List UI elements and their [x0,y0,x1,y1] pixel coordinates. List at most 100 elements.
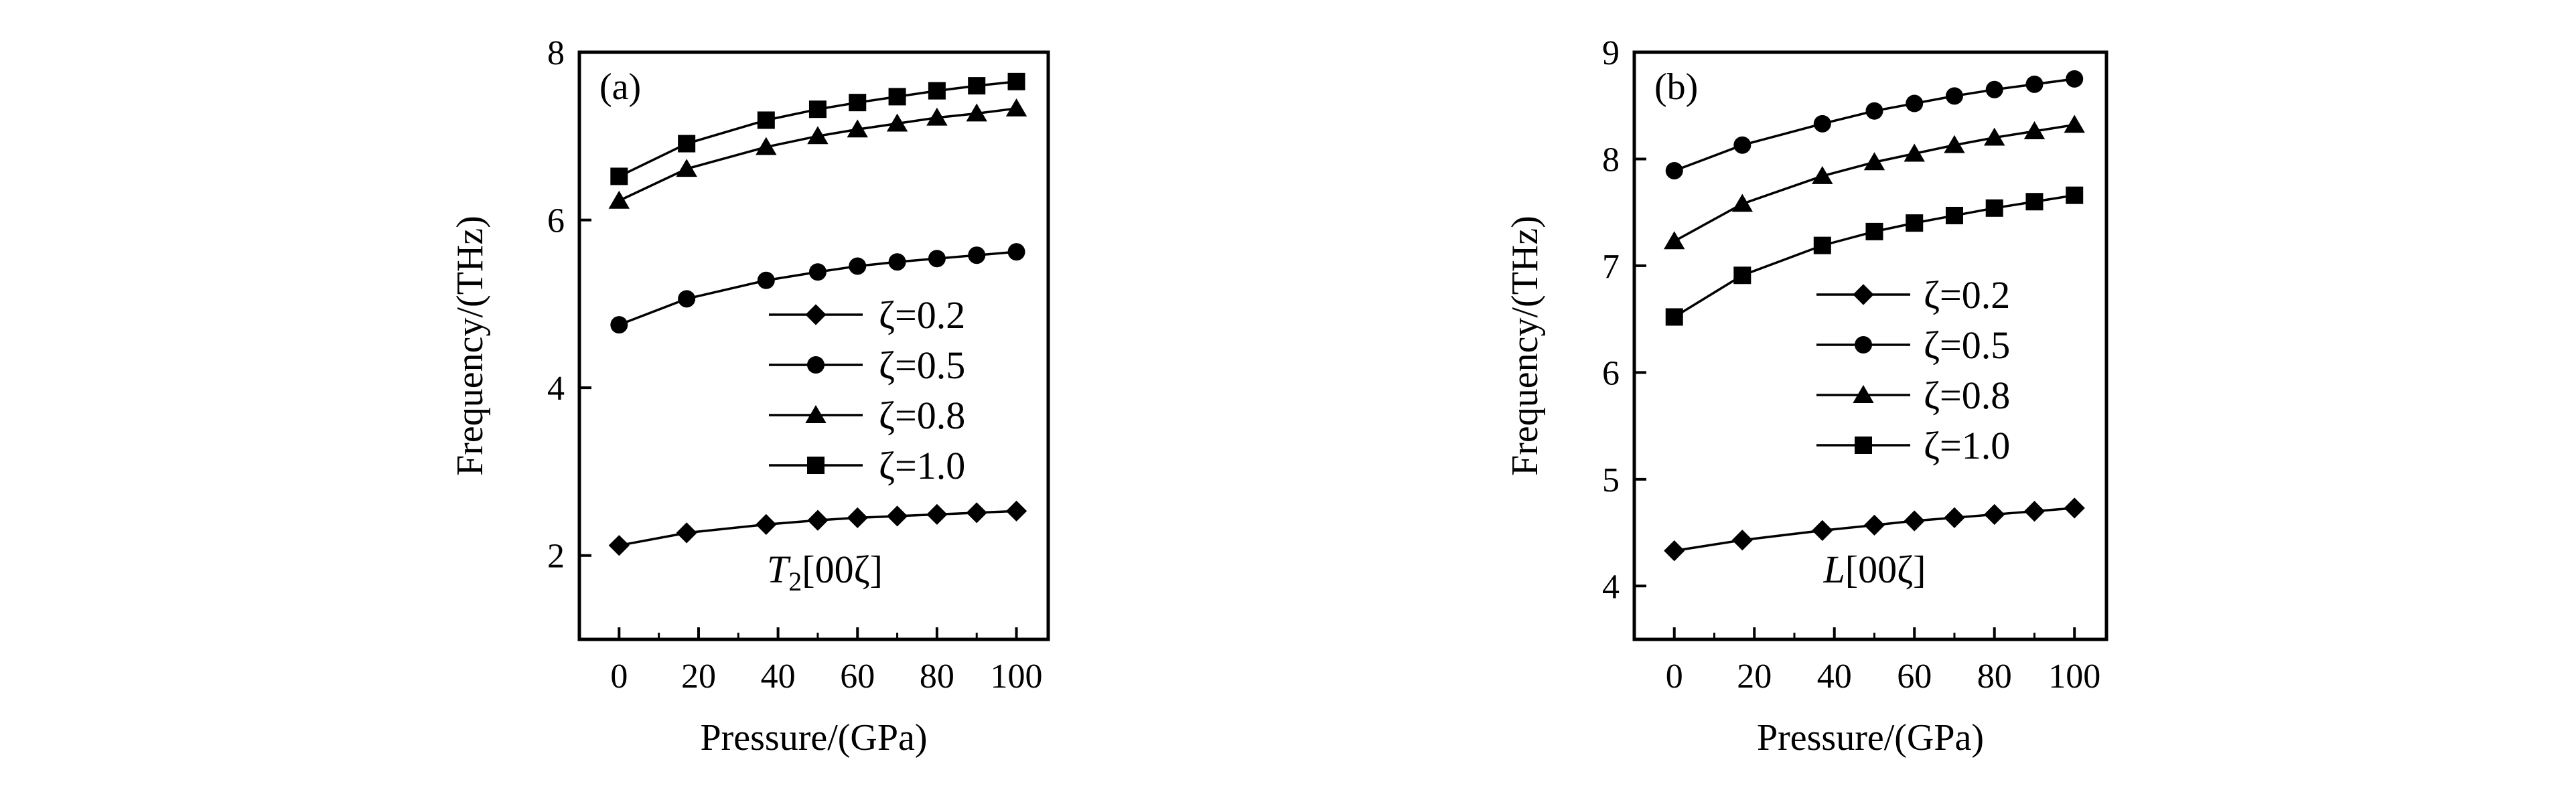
data-point [757,271,775,289]
legend-marker [1853,284,1874,305]
legend: ζ=0.2 ζ=0.5 ζ=0.8 ζ=1.0 [769,293,965,487]
data-point [1005,98,1027,116]
data-point [757,111,775,129]
series-triangle [1664,114,2085,250]
y-axis-title: Frequency/(THz) [1504,216,1546,476]
data-point [808,100,827,119]
legend-item: ζ=0.2 [769,293,965,337]
x-axis-title: Pressure/(GPa) [1757,717,1984,759]
x-tick-label: 40 [761,657,796,696]
panel-label: (b) [1654,66,1698,108]
series-circle [610,243,1025,334]
data-point [1865,102,1883,120]
legend-item: ζ=0.8 [1816,374,2010,417]
data-point [2023,121,2046,139]
data-point [966,502,987,524]
y-tick-label: 8 [1602,141,1620,179]
plot-frame [577,50,1050,641]
x-tick-label: 60 [840,657,875,696]
x-tick-label: 60 [1897,657,1932,696]
data-point [888,88,906,106]
data-point [1865,222,1883,240]
data-point [756,514,777,535]
data-point [678,290,696,308]
legend-marker [805,304,827,325]
data-point [968,246,986,264]
data-point [1863,514,1885,536]
legend-item: ζ=0.8 [769,394,965,437]
data-point [1731,193,1754,212]
data-point [2066,70,2084,88]
y-tick-label: 4 [1602,568,1620,606]
data-point [1863,152,1885,171]
series-line [618,107,1017,202]
legend-item: ζ=0.2 [1816,273,2010,317]
data-point [1985,80,2003,98]
data-point [2064,114,2085,133]
y-tick-label: 6 [1602,354,1620,392]
series-square [1665,186,2084,326]
y-tick-label: 2 [547,538,565,576]
data-point [1906,94,1924,112]
data-point [1665,161,1683,179]
data-point [1944,507,1965,528]
data-point [1664,231,1685,250]
data-point [1733,266,1751,285]
mode-label: T2[00ζ] [767,548,883,597]
legend-label: ζ=0.2 [1924,273,2010,317]
legend-label: ζ=1.0 [1924,424,2010,467]
data-point [1984,127,2005,146]
chart-panel-b: 0 20 40 60 80 100 4 5 6 7 8 9 Pressure/(GPa) Frequenc… [1504,34,2108,759]
data-point [608,190,630,209]
legend-item: ζ=0.5 [769,343,965,387]
data-point [2066,186,2084,204]
legend-marker [1853,385,1874,403]
data-point [966,103,987,122]
data-point [1985,199,2003,217]
data-point [2025,193,2044,211]
data-point [1731,530,1753,551]
legend: ζ=0.2 ζ=0.5 ζ=0.8 ζ=1.0 [1816,273,2010,467]
data-point [2064,497,2085,519]
legend-marker [807,356,825,374]
data-point [1984,503,2005,526]
panel-label: (a) [599,66,641,108]
data-point [968,77,986,95]
x-tick-label: 80 [920,657,954,696]
series-diamond [1664,497,2085,562]
y-tick-label: 4 [547,370,565,408]
data-point [1007,243,1025,261]
data-point [1733,136,1751,154]
data-point [1944,135,1965,153]
series-circle [1665,70,2084,179]
legend-marker [805,405,827,423]
series-diamond [608,500,1027,556]
data-point [1904,143,1925,162]
series-square [610,72,1025,185]
data-point [610,316,628,334]
data-point [1665,308,1683,326]
data-point [926,503,948,525]
data-point [807,126,829,145]
data-point [2023,501,2046,522]
series-line [1673,193,2075,318]
data-point [928,82,946,100]
data-point [2025,75,2044,93]
legend-label: ζ=0.2 [879,293,965,337]
data-point [1812,520,1833,541]
data-point [807,509,829,531]
legend-marker [1855,336,1872,353]
data-point [608,535,630,556]
y-axis-title: Frequency/(THz) [449,216,491,476]
series-triangle [608,98,1027,209]
data-point [928,250,946,268]
data-point [888,253,906,271]
legend-label: ζ=0.8 [879,394,965,437]
data-point [756,137,777,155]
chart-panel-a: 0 20 40 60 80 100 2 4 6 8 Pressure/(GPa) Frequency/… [449,34,1050,759]
y-tick-label: 8 [547,34,565,72]
x-tick-label: 80 [1977,657,2012,696]
legend-marker [807,457,825,474]
legend-label: ζ=1.0 [879,444,965,487]
